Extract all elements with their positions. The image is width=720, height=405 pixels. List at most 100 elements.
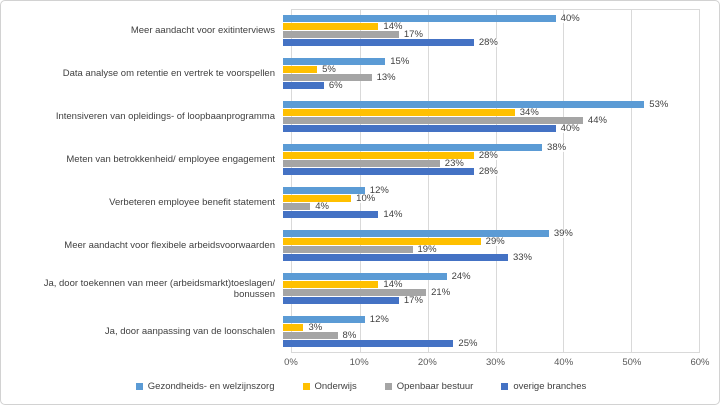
x-axis: 0% 10% 20% 30% 40% 50% 60% xyxy=(1,357,719,369)
bar-value-label: 28% xyxy=(477,36,499,48)
bar xyxy=(283,125,556,132)
category-row: Data analyse om retentie en vertrek te v… xyxy=(1,52,719,95)
gridline xyxy=(495,10,497,352)
x-tick-label: 0% xyxy=(284,357,298,368)
bar-value-label: 14% xyxy=(382,208,404,220)
category-row: Meten van betrokkenheid/ employee engage… xyxy=(1,138,719,181)
bar-row: 17% xyxy=(283,294,692,306)
bar-value-label: 23% xyxy=(443,157,465,169)
category-label: Meer aandacht voor flexibele arbeidsvoor… xyxy=(64,240,275,251)
bar-row: 28% xyxy=(283,36,692,48)
bar-row: 39% xyxy=(283,227,692,239)
bar-value-label: 29% xyxy=(484,235,506,247)
bar-row: 19% xyxy=(283,243,692,255)
bar-row: 12% xyxy=(283,184,692,196)
bar xyxy=(283,82,324,89)
bar xyxy=(283,195,352,202)
bar-row: 44% xyxy=(283,115,692,125)
bar-value-label: 39% xyxy=(552,227,574,239)
bar xyxy=(283,117,583,124)
bar-value-label: 33% xyxy=(511,251,533,263)
legend-label: Openbaar bestuur xyxy=(396,381,474,392)
bar-value-label: 12% xyxy=(368,184,390,196)
bar-row: 8% xyxy=(283,329,692,341)
legend-item: Openbaar bestuur xyxy=(384,381,474,392)
category-label: Data analyse om retentie en vertrek te v… xyxy=(62,68,275,79)
bar xyxy=(283,324,304,331)
legend-swatch-icon xyxy=(302,383,310,390)
bar-row: 15% xyxy=(283,55,692,67)
legend-item: overige branches xyxy=(501,381,586,392)
legend: Gezondheids- en welzijnszorg Onderwijs Ope… xyxy=(1,381,719,392)
category-row: Intensiveren van opleidings- of loopbaan… xyxy=(1,95,719,138)
bar-row: 3% xyxy=(283,321,692,333)
plot-area xyxy=(291,9,700,353)
bar xyxy=(283,273,447,280)
bar-row: 33% xyxy=(283,251,692,263)
x-tick-label: 20% xyxy=(417,357,437,368)
bar xyxy=(283,246,413,253)
bar-group: 53% 34% 44% 40% xyxy=(283,99,692,133)
bar-row: 14% xyxy=(283,278,692,290)
gridline xyxy=(427,10,429,352)
x-tick-label: 40% xyxy=(554,357,574,368)
x-tick-label: 50% xyxy=(622,357,642,368)
bar-value-label: 28% xyxy=(477,149,499,161)
bar-row: 28% xyxy=(283,149,692,161)
category-label: Ja, door toekennen van meer (arbeidsmark… xyxy=(43,277,275,300)
bar-value-label: 3% xyxy=(307,321,324,333)
gridline xyxy=(563,10,565,352)
bar-group: 40% 14% 17% 28% xyxy=(283,12,692,48)
bar-value-label: 10% xyxy=(355,192,377,204)
legend-swatch-icon xyxy=(384,383,392,390)
gridline xyxy=(631,10,633,352)
x-tick-label: 60% xyxy=(690,357,710,368)
x-tick-label: 30% xyxy=(485,357,506,368)
bar-value-label: 12% xyxy=(368,313,390,325)
bar-value-label: 28% xyxy=(477,165,499,177)
bar xyxy=(283,316,365,323)
bar xyxy=(283,281,379,288)
bar-row: 21% xyxy=(283,286,692,298)
bar-group: 39% 29% 19% 33% xyxy=(283,227,692,263)
category-row: Verbeteren employee benefit statement 12%… xyxy=(1,181,719,224)
bar xyxy=(283,203,311,210)
bar-value-label: 13% xyxy=(375,71,397,83)
bar-value-label: 17% xyxy=(402,294,424,306)
bar-value-label: 6% xyxy=(327,79,344,91)
category-label: Ja, door aanpassing van de loonschalen xyxy=(104,326,275,337)
bar-row: 10% xyxy=(283,192,692,204)
bar-row: 5% xyxy=(283,63,692,75)
legend-swatch-icon xyxy=(135,383,143,390)
bar-row: 23% xyxy=(283,157,692,169)
bar-group: 38% 28% 23% 28% xyxy=(283,142,692,177)
bar-row: 17% xyxy=(283,29,692,39)
category-label: Verbeteren employee benefit statement xyxy=(109,197,275,208)
bar-row: 53% xyxy=(283,99,692,109)
bar-value-label: 5% xyxy=(321,63,337,75)
bar-value-label: 21% xyxy=(430,286,452,298)
legend-label: Onderwijs xyxy=(314,381,357,392)
bar-row: 28% xyxy=(283,165,692,177)
bar-row: 40% xyxy=(283,123,692,133)
legend-swatch-icon xyxy=(501,383,509,390)
bar-value-label: 8% xyxy=(341,329,358,341)
bar xyxy=(283,168,474,175)
bar xyxy=(283,230,549,237)
bar xyxy=(283,187,365,194)
bar xyxy=(283,31,399,38)
category-label: Intensiveren van opleidings- of loopbaan… xyxy=(55,111,275,122)
bar xyxy=(283,297,399,304)
bar-value-label: 15% xyxy=(389,55,411,67)
bar-value-label: 4% xyxy=(314,200,330,212)
category-row: Meer aandacht voor exitinterviews 40% 14% 1… xyxy=(1,9,719,52)
bar xyxy=(283,340,454,347)
bar-row: 24% xyxy=(283,271,692,281)
category-label: Meer aandacht voor exitinterviews xyxy=(130,25,275,36)
bar xyxy=(283,238,481,245)
bar-value-label: 19% xyxy=(416,243,438,255)
bar-value-label: 40% xyxy=(559,12,581,24)
bar-value-label: 14% xyxy=(382,278,404,290)
bar xyxy=(283,254,508,261)
